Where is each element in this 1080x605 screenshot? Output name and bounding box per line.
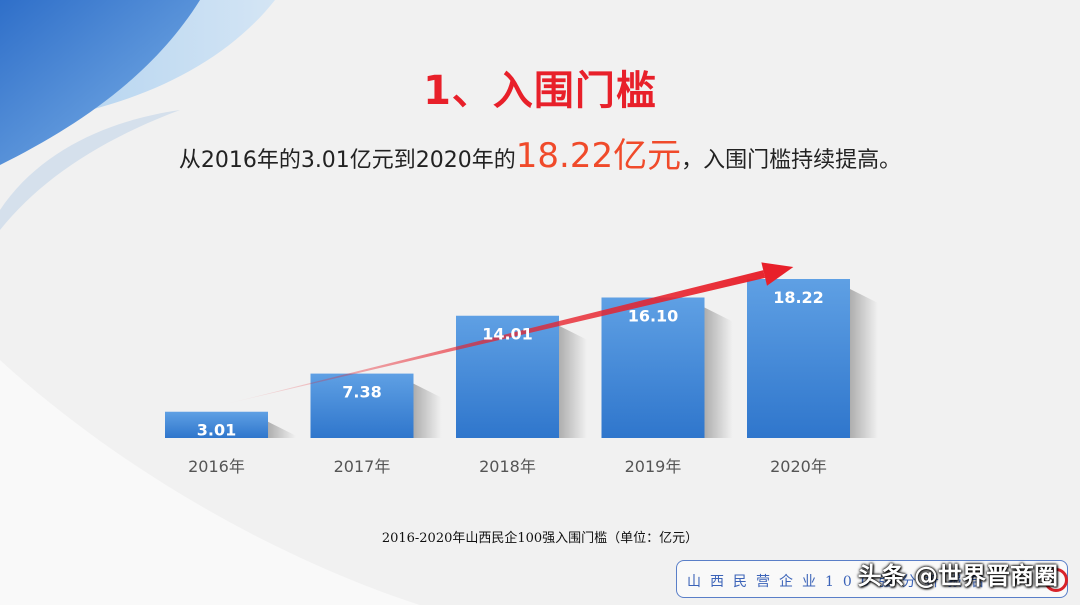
value-label-1: 3.01: [197, 421, 236, 440]
subtitle-highlight: 18.22亿元: [515, 136, 682, 176]
value-label-2: 7.38: [342, 383, 381, 402]
value-label-4: 16.10: [628, 307, 679, 326]
trend-arrow: [226, 262, 794, 404]
footer-text: 山西民营企业100强分析报告: [687, 574, 994, 590]
tick-label-3: 2018年: [479, 457, 536, 476]
trend-arrow-shaft: [226, 270, 766, 404]
bar-5: [747, 279, 850, 438]
bar-shadow: [413, 383, 442, 438]
value-label-5: 18.22: [773, 288, 824, 307]
watermark: 头条 @世界晋商圈: [857, 562, 1058, 590]
bar-shadow: [559, 325, 587, 438]
bar-shadow: [704, 307, 733, 438]
subtitle-suffix: ，入围门槛持续提高。: [681, 148, 902, 173]
chart-caption: 2016-2020年山西民企100强入围门槛（单位：亿元）: [381, 531, 699, 546]
bar-shadow: [850, 289, 878, 438]
value-label-3: 14.01: [482, 325, 533, 344]
bar-shadow: [268, 421, 296, 438]
tick-label-5: 2020年: [770, 457, 827, 476]
report-footer: 山西民营企业100强分析报告: [676, 560, 1068, 598]
slide-subtitle: 从2016年的3.01亿元到2020年的18.22亿元，入围门槛持续提高。: [0, 128, 1080, 177]
tick-label-1: 2016年: [188, 457, 245, 476]
slide-title: 1、入围门槛: [423, 68, 657, 114]
subtitle-prefix: 从2016年的3.01亿元到2020年的: [178, 148, 516, 173]
seal-icon: [1044, 568, 1068, 592]
trend-arrow-head: [761, 262, 794, 286]
tick-label-2: 2017年: [334, 457, 391, 476]
bar-1: [165, 411, 268, 438]
bar-2: [310, 373, 414, 438]
tick-label-4: 2019年: [625, 457, 682, 476]
bar-4: [601, 297, 705, 438]
